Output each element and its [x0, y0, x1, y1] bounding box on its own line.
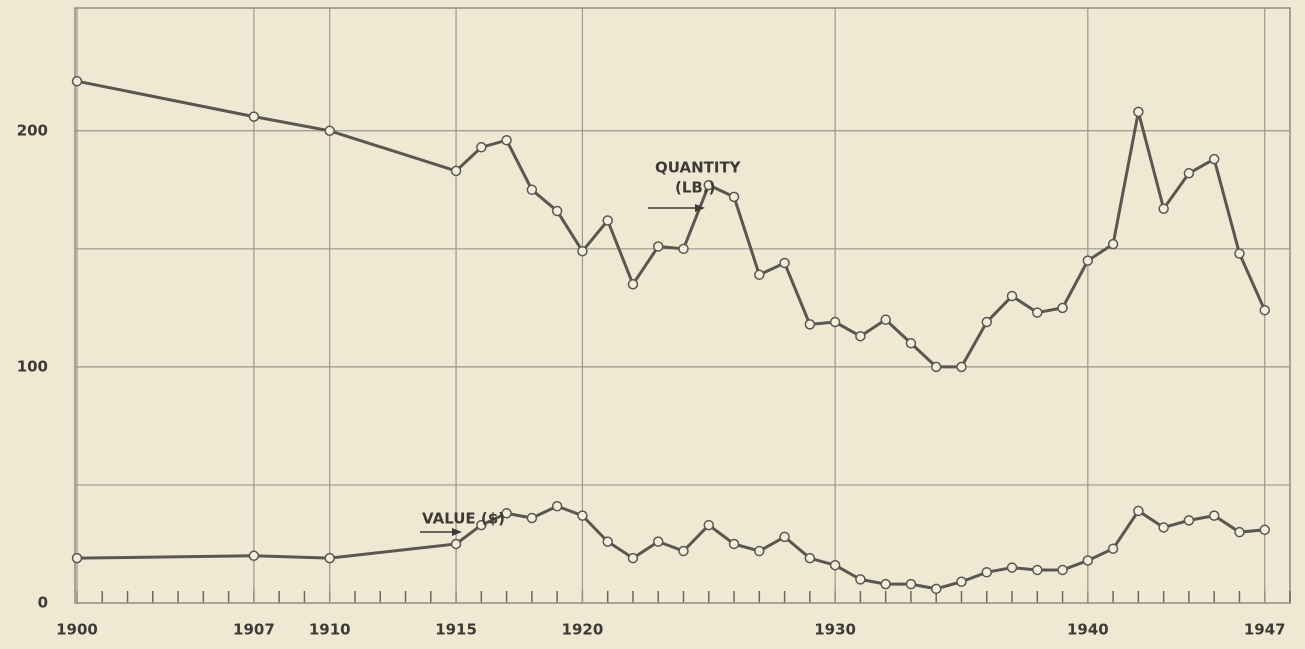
data-point	[855, 330, 866, 342]
data-point	[526, 184, 538, 196]
data-point	[501, 134, 512, 146]
data-point	[501, 508, 512, 519]
data-point	[779, 257, 790, 269]
data-point	[1183, 168, 1195, 179]
data-point	[1158, 522, 1169, 533]
annotation: VALUE ($)	[422, 510, 505, 528]
data-point	[930, 583, 942, 595]
data-point	[652, 536, 664, 547]
data-point	[1082, 555, 1094, 566]
data-point	[577, 510, 588, 521]
data-point	[602, 215, 613, 226]
data-point	[652, 241, 664, 252]
data-point	[1208, 510, 1220, 521]
annotation: QUANTITY	[655, 159, 742, 177]
data-point	[1057, 302, 1068, 314]
data-point	[1032, 564, 1043, 576]
data-point	[703, 179, 715, 191]
data-point	[324, 552, 335, 564]
data-point	[627, 279, 639, 290]
data-point	[1006, 290, 1018, 302]
x-tick-label: 1947	[1244, 621, 1286, 639]
data-point	[476, 519, 487, 531]
data-point	[804, 319, 816, 330]
data-point	[804, 552, 816, 564]
data-point	[551, 205, 563, 217]
data-point	[880, 578, 891, 590]
data-point	[703, 519, 715, 531]
x-tick-label: 1920	[562, 621, 604, 639]
x-tick-label: 1930	[814, 621, 856, 639]
data-point	[728, 538, 740, 550]
data-point	[779, 531, 790, 543]
data-point	[71, 75, 83, 87]
data-point	[248, 550, 260, 562]
data-point	[829, 559, 841, 571]
x-tick-label: 1910	[309, 621, 351, 639]
y-tick-label: 200	[17, 121, 48, 139]
y-tick-label: 0	[38, 594, 48, 612]
data-point	[627, 552, 639, 564]
data-point	[1183, 515, 1195, 526]
data-point	[981, 316, 992, 328]
data-point	[1006, 562, 1018, 573]
data-point	[829, 316, 841, 328]
data-point	[905, 338, 917, 349]
data-point	[880, 314, 891, 325]
data-point	[1032, 307, 1043, 318]
data-point	[728, 191, 740, 203]
data-point	[1057, 564, 1068, 576]
x-tick-label: 1900	[56, 621, 98, 639]
data-point	[450, 538, 462, 550]
data-point	[551, 500, 563, 512]
data-point	[1158, 203, 1169, 214]
annotation: (LB.)	[675, 179, 715, 197]
data-point	[476, 142, 487, 153]
x-tick-label: 1940	[1067, 621, 1109, 639]
data-point	[855, 574, 866, 585]
data-point	[1259, 524, 1270, 536]
data-point	[678, 545, 689, 557]
data-point	[1133, 505, 1144, 517]
data-point	[754, 269, 765, 281]
data-point	[526, 512, 538, 524]
data-point	[1234, 526, 1245, 538]
data-point	[905, 578, 917, 590]
data-point	[71, 552, 83, 564]
data-point	[450, 165, 462, 177]
data-point	[1107, 238, 1119, 250]
data-point	[678, 243, 689, 255]
data-point	[1107, 543, 1119, 554]
series-line	[76, 79, 1267, 369]
x-tick-label: 1915	[435, 621, 477, 639]
data-point	[930, 361, 942, 373]
y-tick-label: 100	[17, 357, 48, 375]
data-point	[754, 545, 765, 557]
data-point	[1133, 106, 1144, 118]
data-point	[1082, 255, 1094, 266]
data-point	[956, 576, 967, 587]
data-point	[981, 567, 992, 578]
arrow-head	[695, 204, 705, 212]
data-point	[248, 111, 260, 122]
data-point	[1259, 304, 1270, 316]
data-point	[1234, 248, 1245, 259]
data-point	[1208, 153, 1220, 165]
arrow-head	[452, 528, 462, 536]
data-point	[577, 245, 588, 257]
data-point	[324, 125, 335, 137]
x-tick-label: 1907	[233, 621, 275, 639]
data-point	[956, 361, 967, 373]
data-point	[602, 536, 613, 547]
